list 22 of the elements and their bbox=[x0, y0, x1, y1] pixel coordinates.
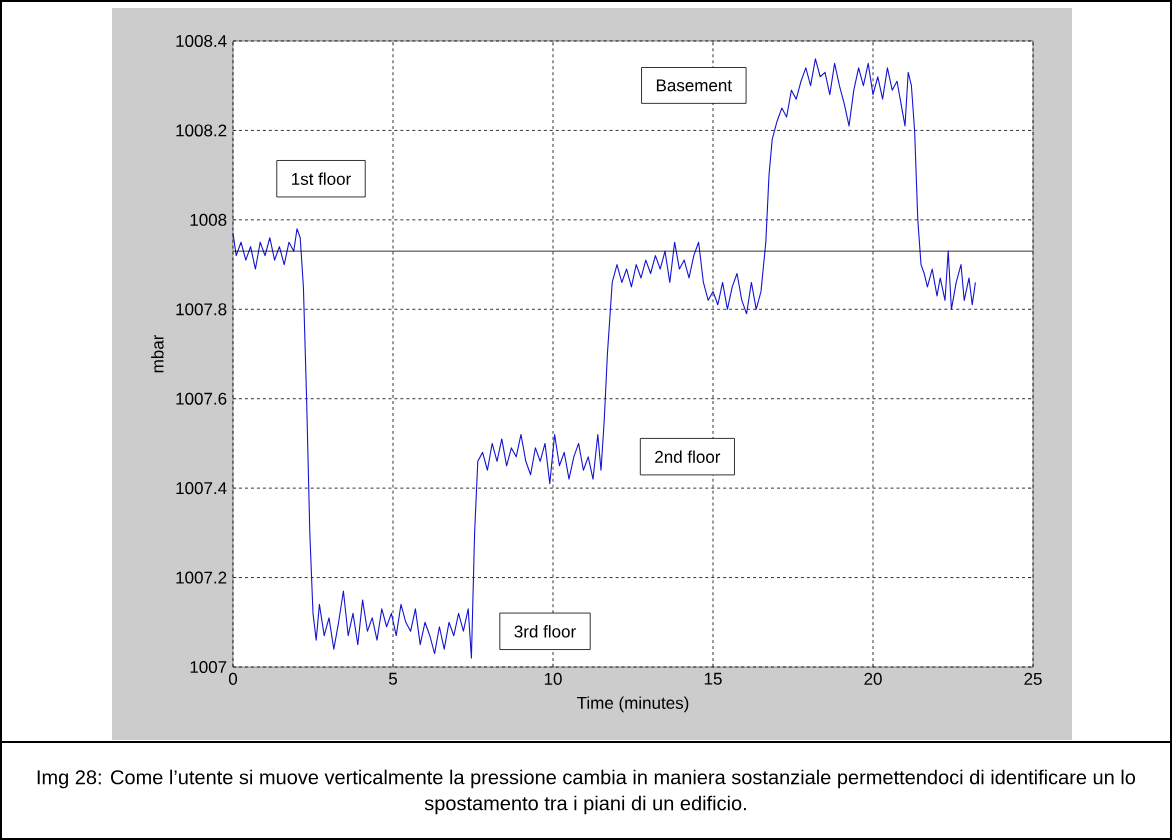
x-tick-label: 5 bbox=[388, 672, 398, 685]
x-tick-label: 10 bbox=[544, 672, 562, 685]
line-series bbox=[232, 58, 976, 659]
annotation: 2nd floor bbox=[655, 450, 721, 463]
x-tick-label: 15 bbox=[704, 672, 722, 685]
y-tick-label: 1007.8 bbox=[176, 303, 227, 316]
y-tick-label: 1007.4 bbox=[176, 482, 227, 495]
y-tick-label: 1007.2 bbox=[176, 571, 227, 584]
y-tick-label: 1007 bbox=[190, 660, 227, 674]
text: Img 28: Come l’utente si muove verticalmente la pressione cambia in maniera sostanziale permettendoci di identificare un lo spostamento tra i piani di un edificio. bbox=[37, 769, 1136, 815]
y-tick-label: 1008 bbox=[190, 213, 227, 226]
y-tick-label: 1007.6 bbox=[176, 392, 227, 405]
annotation: 3rd floor bbox=[514, 625, 576, 638]
y-tick-label: 1008.4 bbox=[176, 34, 227, 48]
annotation: 1st floor bbox=[292, 172, 351, 185]
x-axis-title: Time (minutes) bbox=[577, 696, 689, 713]
annotation: Basement bbox=[656, 79, 732, 92]
y-axis-title: mbar bbox=[151, 334, 164, 373]
x-tick-label: 0 bbox=[228, 672, 238, 685]
x-tick-label: 25 bbox=[1024, 672, 1042, 685]
x-tick-label: 20 bbox=[864, 672, 882, 685]
y-tick-label: 1008.2 bbox=[176, 124, 227, 137]
